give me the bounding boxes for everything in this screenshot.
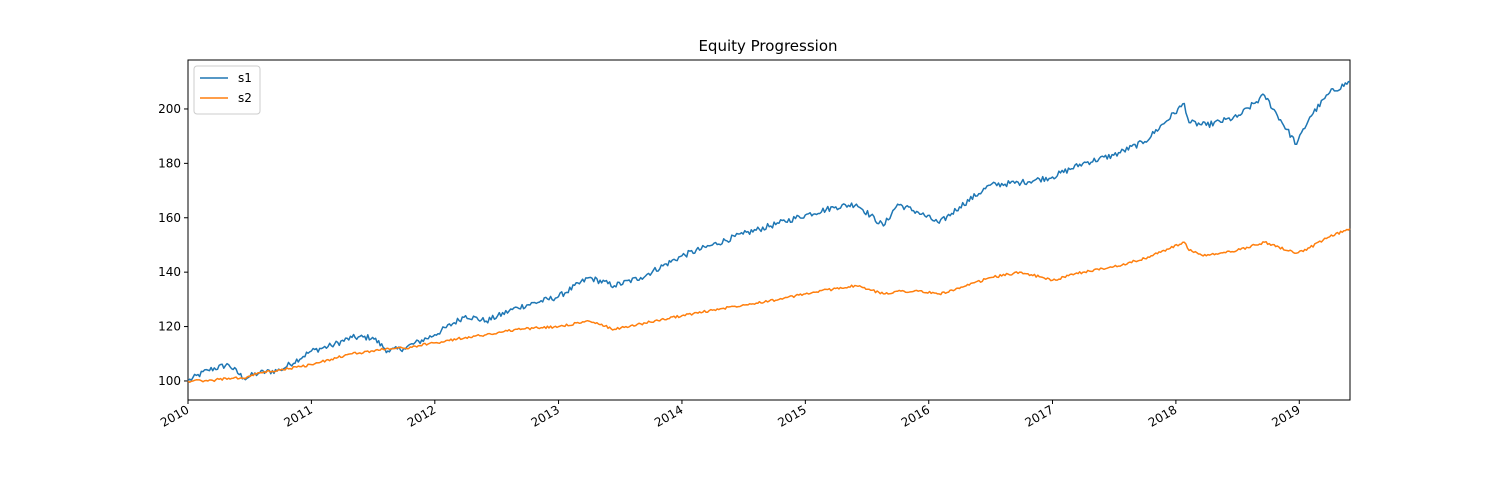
x-tick-label: 2018 (1146, 402, 1179, 429)
y-tick-label: 200 (158, 102, 181, 116)
y-tick-label: 100 (158, 374, 181, 388)
x-tick-label: 2017 (1023, 402, 1056, 429)
x-tick-label: 2012 (405, 402, 438, 429)
chart-title: Equity Progression (698, 37, 837, 55)
series-line-s1 (187, 80, 1351, 382)
y-tick-label: 180 (158, 156, 181, 170)
x-tick-label: 2015 (775, 402, 808, 429)
x-tick-label: 2010 (158, 402, 191, 429)
y-tick-label: 120 (158, 320, 181, 334)
x-tick-label: 2014 (652, 402, 685, 429)
x-tick-label: 2016 (899, 402, 932, 429)
y-tick-label: 160 (158, 211, 181, 225)
x-axis: 2010 2011 2012 2013 2014 2015 2016 2017 2018 2019 (158, 400, 1303, 430)
plot-frame (187, 59, 1351, 401)
x-tick-label: 2019 (1269, 402, 1302, 429)
series-lines (187, 80, 1351, 383)
legend-label-s1: s1 (238, 71, 252, 85)
y-axis: 100 120 140 160 180 200 (158, 102, 188, 388)
legend-label-s2: s2 (238, 91, 252, 105)
x-tick-label: 2011 (281, 402, 314, 429)
x-tick-label: 2013 (529, 402, 562, 429)
series-line-s2 (187, 228, 1351, 383)
y-tick-label: 140 (158, 265, 181, 279)
